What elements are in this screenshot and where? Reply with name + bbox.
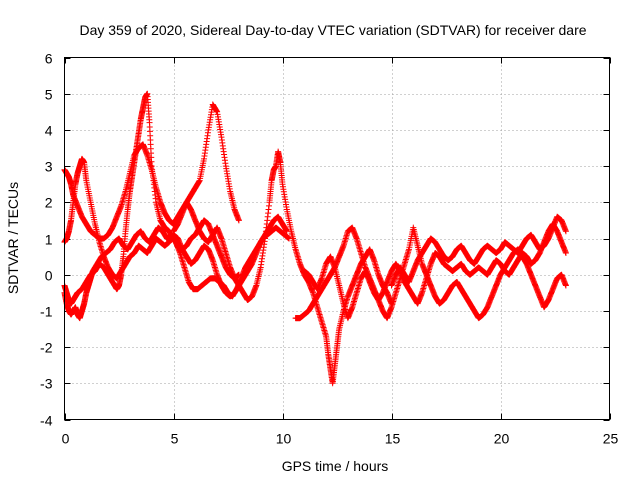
chart-title: Day 359 of 2020, Sidereal Day-to-day VTE… (79, 22, 586, 38)
y-tick-labels: -4 -3 -2 -1 0 1 2 3 4 5 6 (40, 51, 53, 429)
y-tick-label: 1 (45, 232, 53, 248)
x-tick-label: 0 (62, 431, 70, 447)
series-track-5 (170, 148, 395, 387)
y-tick-label: 6 (45, 51, 53, 67)
y-tick-label: -1 (40, 304, 53, 320)
y-tick-label: -4 (40, 413, 53, 429)
y-tick-label: -3 (40, 376, 53, 392)
y-axis-label: SDTVAR / TECUs (5, 182, 21, 294)
x-axis-label: GPS time / hours (282, 458, 389, 474)
y-tick-label: 5 (45, 87, 53, 103)
y-tick-label: -2 (40, 340, 53, 356)
x-tick-label: 25 (603, 431, 619, 447)
data-points (61, 90, 569, 387)
y-tick-label: 0 (45, 268, 53, 284)
y-tick-label: 4 (45, 123, 53, 139)
x-tick-label: 15 (385, 431, 401, 447)
x-tick-label: 10 (276, 431, 292, 447)
y-tick-label: 2 (45, 195, 53, 211)
x-tick-label: 5 (171, 431, 179, 447)
y-tick-label: 3 (45, 159, 53, 175)
x-tick-label: 20 (494, 431, 510, 447)
x-tick-labels: 0 5 10 15 20 25 (62, 431, 619, 447)
